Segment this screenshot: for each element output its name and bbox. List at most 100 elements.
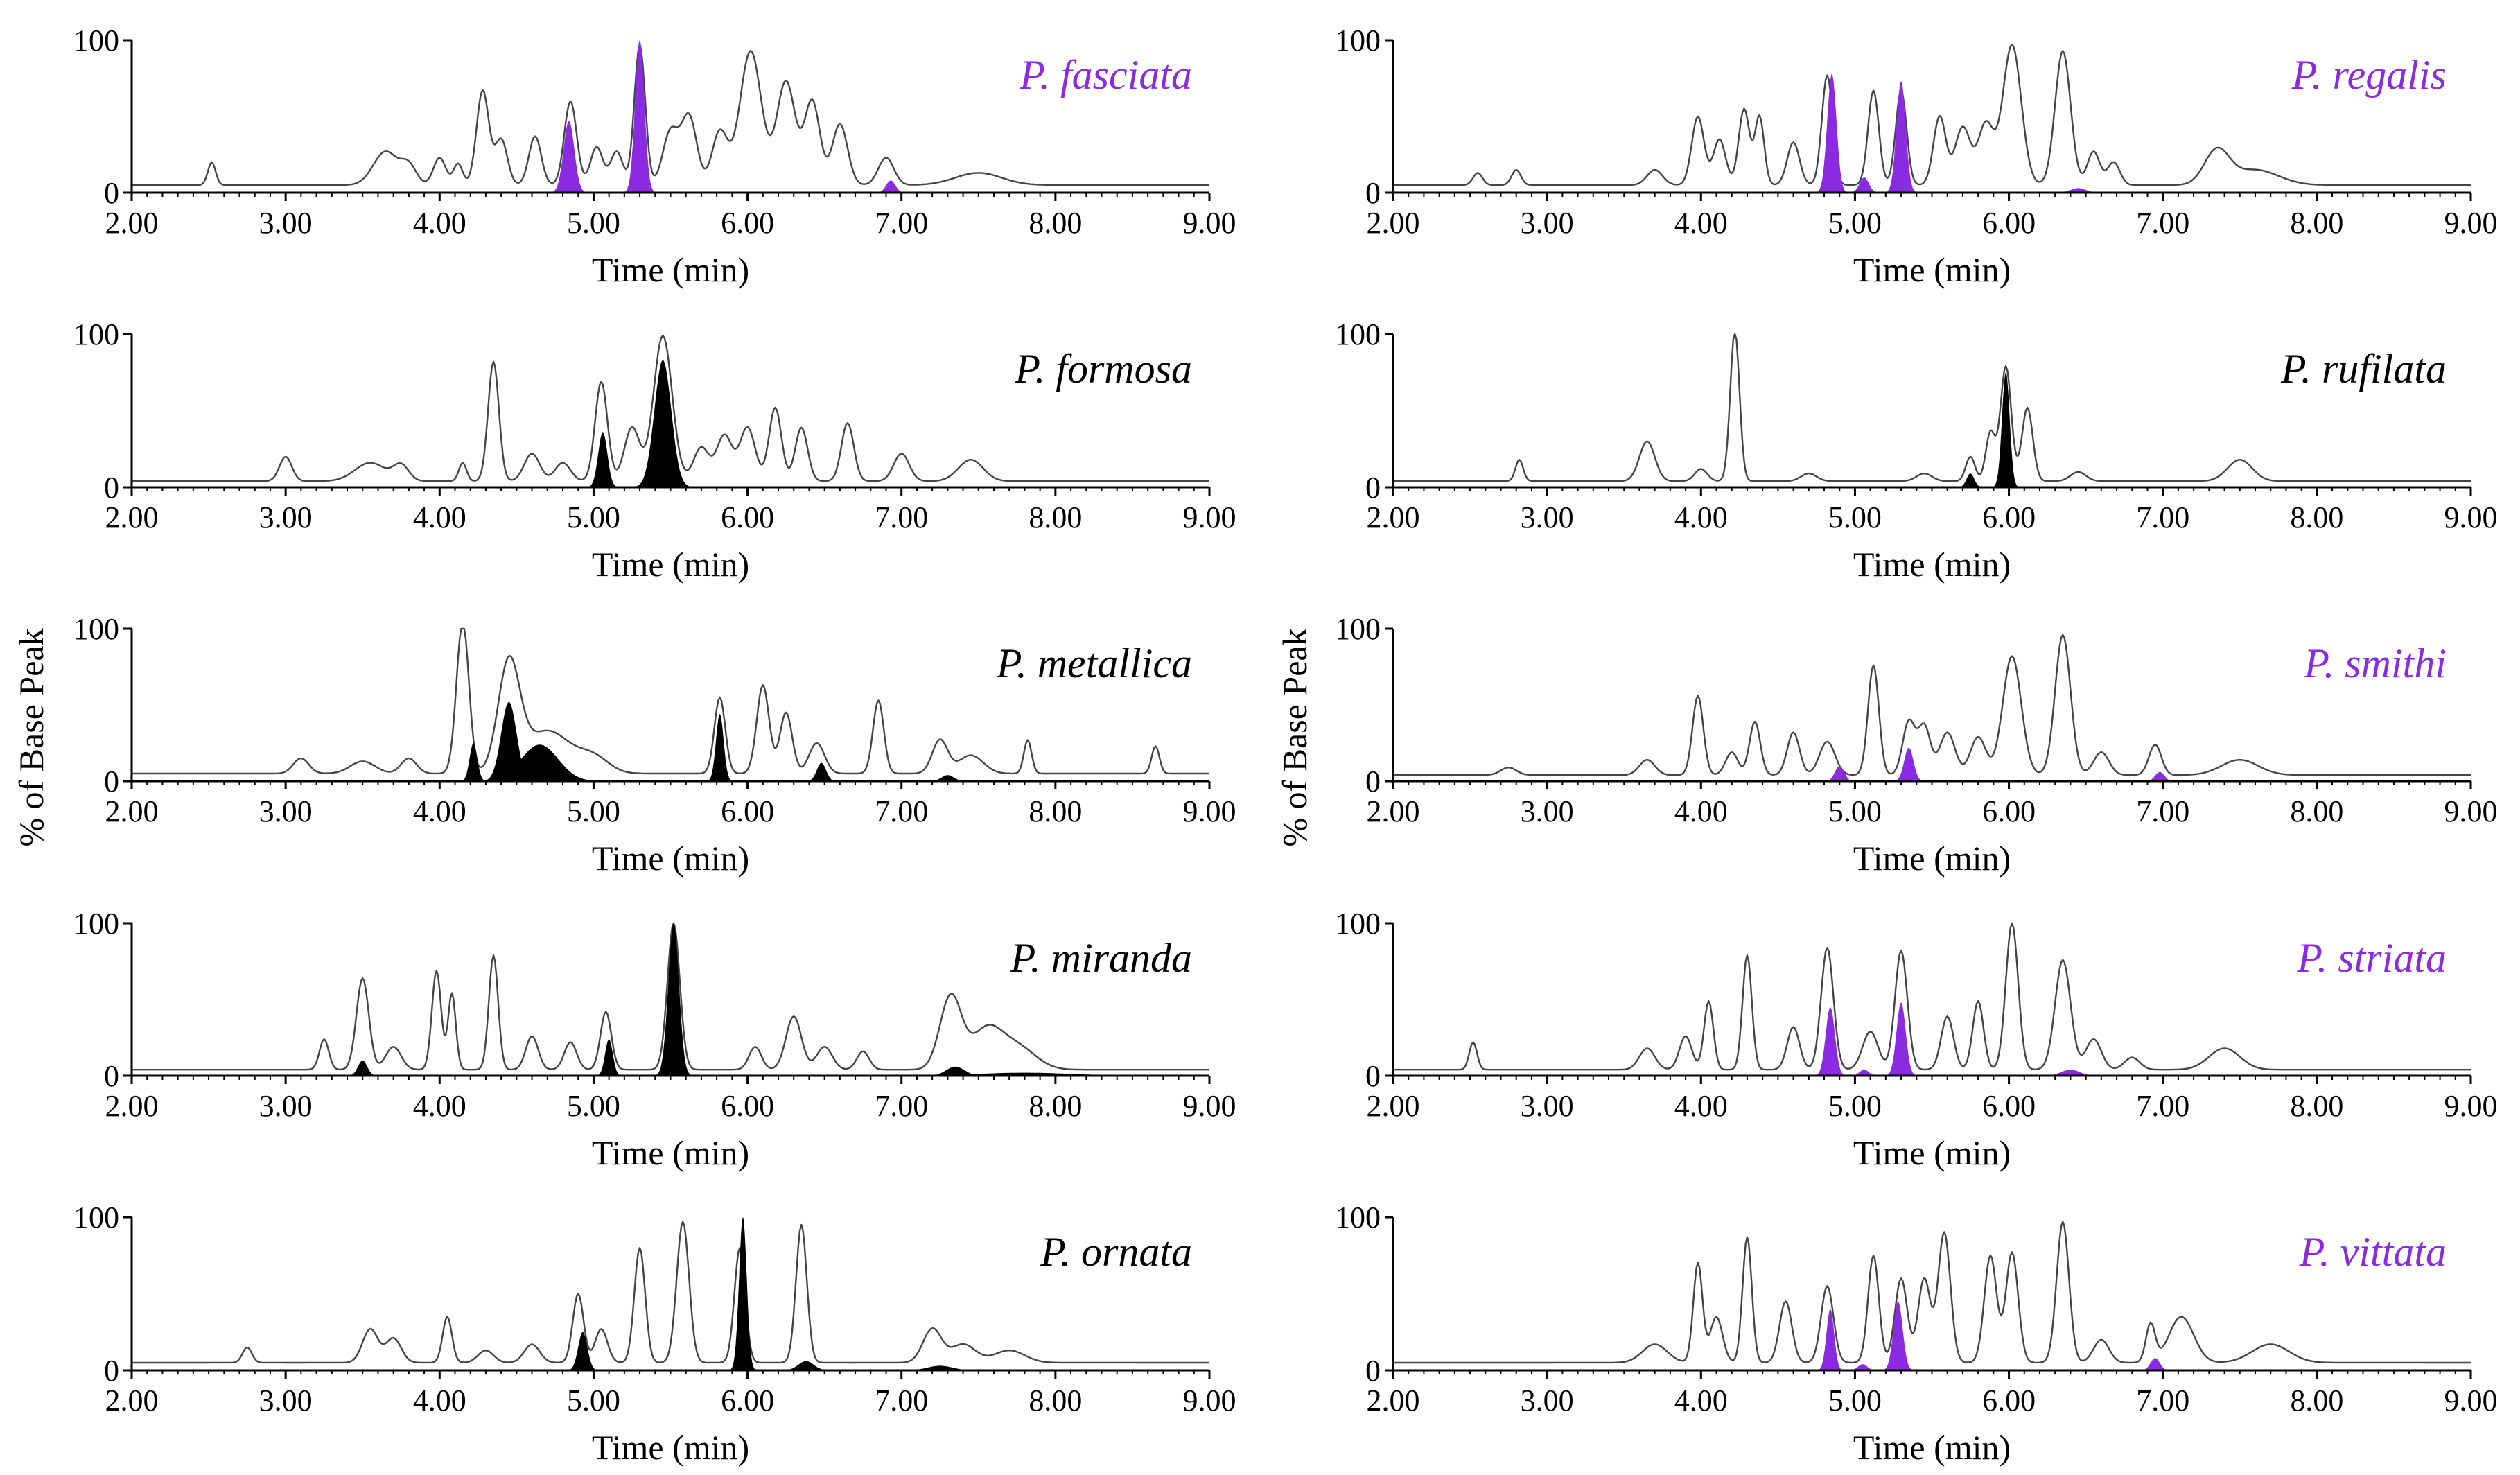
filled-peak-p-smithi-1 bbox=[1821, 766, 1858, 781]
x-tick-label-p-smithi-2.00: 2.00 bbox=[1367, 794, 1420, 828]
x-tick-label-p-smithi-8.00: 8.00 bbox=[2290, 794, 2343, 828]
x-tick-label-p-metallica-5.00: 5.00 bbox=[567, 794, 620, 828]
x-tick-label-p-vittata-6.00: 6.00 bbox=[1982, 1384, 2036, 1417]
x-tick-label-p-miranda-4.00: 4.00 bbox=[413, 1089, 466, 1123]
species-title-p-metallica: P. metallica bbox=[996, 640, 1192, 686]
x-tick-label-p-smithi-4.00: 4.00 bbox=[1674, 794, 1728, 828]
filled-peak-p-ornata-2 bbox=[727, 1217, 759, 1370]
species-title-p-miranda: P. miranda bbox=[1010, 935, 1192, 981]
x-axis-title-p-rufilata: Time (min) bbox=[1853, 545, 2011, 584]
x-tick-label-p-regalis-9.00: 9.00 bbox=[2444, 206, 2498, 240]
filled-peak-p-formosa-2 bbox=[629, 360, 697, 487]
filled-peak-p-fasciata-2 bbox=[621, 40, 658, 193]
y-tick-label-p-metallica-0: 0 bbox=[104, 765, 119, 798]
x-tick-label-p-formosa-5.00: 5.00 bbox=[567, 500, 620, 534]
x-tick-label-p-rufilata-2.00: 2.00 bbox=[1367, 500, 1420, 534]
x-tick-label-p-ornata-2.00: 2.00 bbox=[105, 1384, 159, 1417]
x-tick-label-p-miranda-9.00: 9.00 bbox=[1183, 1089, 1236, 1123]
filled-peak-p-smithi-2 bbox=[1890, 747, 1927, 781]
x-tick-label-p-striata-6.00: 6.00 bbox=[1982, 1089, 2036, 1123]
filled-peak-p-regalis-1 bbox=[1813, 73, 1850, 193]
filled-peak-p-regalis-2 bbox=[1846, 177, 1883, 193]
species-title-p-rufilata: P. rufilata bbox=[2280, 346, 2447, 392]
panel-p-ornata: 0 100 2.00 3.00 4.00 5.00 6.00 7.00 8.00 9.00 Time… bbox=[73, 1201, 1236, 1467]
y-axis-label-right: % of Base Peak bbox=[1275, 628, 1314, 846]
filled-peak-p-metallica-1 bbox=[457, 743, 489, 781]
x-tick-label-p-metallica-6.00: 6.00 bbox=[721, 794, 774, 828]
panel-p-smithi: 0 100 2.00 3.00 4.00 5.00 6.00 7.00 8.00 9.00 Time… bbox=[1335, 612, 2498, 878]
species-title-p-smithi: P. smithi bbox=[2303, 640, 2447, 686]
x-tick-label-p-rufilata-4.00: 4.00 bbox=[1674, 500, 1728, 534]
filled-peak-p-striata-1 bbox=[1812, 1007, 1849, 1076]
filled-peak-p-formosa-1 bbox=[584, 432, 622, 487]
y-tick-label-p-ornata-100: 100 bbox=[73, 1201, 119, 1234]
x-axis-title-p-striata: Time (min) bbox=[1853, 1133, 2011, 1172]
x-tick-label-p-smithi-6.00: 6.00 bbox=[1982, 794, 2036, 828]
x-tick-label-p-miranda-3.00: 3.00 bbox=[259, 1089, 313, 1123]
trace-line-p-vittata bbox=[1393, 1221, 2471, 1364]
y-tick-label-p-ornata-0: 0 bbox=[104, 1354, 119, 1388]
y-tick-label-p-regalis-100: 100 bbox=[1335, 24, 1381, 58]
x-tick-label-p-regalis-7.00: 7.00 bbox=[2136, 206, 2189, 240]
filled-peak-p-smithi-3 bbox=[2141, 771, 2178, 781]
y-tick-label-p-regalis-0: 0 bbox=[1365, 176, 1381, 210]
x-tick-label-p-ornata-7.00: 7.00 bbox=[875, 1384, 928, 1417]
x-tick-label-p-rufilata-9.00: 9.00 bbox=[2444, 500, 2498, 534]
trace-line-p-formosa bbox=[132, 335, 1209, 482]
x-tick-label-p-formosa-9.00: 9.00 bbox=[1183, 500, 1236, 534]
x-tick-label-p-miranda-6.00: 6.00 bbox=[721, 1089, 774, 1123]
x-tick-label-p-miranda-8.00: 8.00 bbox=[1029, 1089, 1082, 1123]
x-tick-label-p-fasciata-8.00: 8.00 bbox=[1029, 206, 1082, 240]
x-tick-label-p-smithi-3.00: 3.00 bbox=[1521, 794, 1574, 828]
x-tick-label-p-regalis-6.00: 6.00 bbox=[1982, 206, 2036, 240]
panel-p-metallica: 0 100 2.00 3.00 4.00 5.00 6.00 7.00 8.00 9.00 Time… bbox=[73, 612, 1236, 878]
y-axis-label-left: % of Base Peak bbox=[12, 628, 51, 846]
filled-peak-p-striata-3 bbox=[1882, 1002, 1920, 1076]
trace-line-p-fasciata bbox=[132, 44, 1209, 186]
y-tick-label-p-vittata-100: 100 bbox=[1335, 1201, 1381, 1234]
species-title-p-vittata: P. vittata bbox=[2299, 1229, 2447, 1275]
filled-peak-p-metallica-5 bbox=[803, 762, 840, 781]
x-tick-label-p-vittata-5.00: 5.00 bbox=[1828, 1384, 1882, 1417]
y-tick-label-p-smithi-0: 0 bbox=[1365, 765, 1381, 798]
x-axis-title-p-vittata: Time (min) bbox=[1853, 1428, 2011, 1467]
panel-p-vittata: 0 100 2.00 3.00 4.00 5.00 6.00 7.00 8.00 9.00 Time… bbox=[1335, 1201, 2498, 1467]
panel-p-striata: 0 100 2.00 3.00 4.00 5.00 6.00 7.00 8.00 9.00 Time… bbox=[1335, 907, 2498, 1172]
x-tick-label-p-metallica-8.00: 8.00 bbox=[1029, 794, 1082, 828]
filled-peak-p-miranda-5 bbox=[839, 1072, 1209, 1076]
filled-peak-p-rufilata-1 bbox=[1954, 473, 1986, 487]
filled-peak-p-striata-2 bbox=[1846, 1070, 1883, 1076]
x-tick-label-p-formosa-6.00: 6.00 bbox=[721, 500, 774, 534]
x-tick-label-p-metallica-4.00: 4.00 bbox=[413, 794, 466, 828]
filled-peak-p-miranda-3 bbox=[651, 923, 695, 1076]
x-tick-label-p-ornata-4.00: 4.00 bbox=[413, 1384, 466, 1417]
x-tick-label-p-vittata-4.00: 4.00 bbox=[1674, 1384, 1728, 1417]
y-tick-label-p-miranda-100: 100 bbox=[73, 907, 119, 941]
x-tick-label-p-ornata-3.00: 3.00 bbox=[259, 1384, 313, 1417]
filled-peak-p-vittata-4 bbox=[2136, 1358, 2174, 1370]
x-tick-label-p-metallica-3.00: 3.00 bbox=[259, 794, 313, 828]
x-tick-label-p-fasciata-4.00: 4.00 bbox=[413, 206, 466, 240]
x-tick-label-p-fasciata-9.00: 9.00 bbox=[1183, 206, 1236, 240]
filled-peak-p-fasciata-3 bbox=[872, 180, 909, 193]
y-tick-label-p-formosa-0: 0 bbox=[104, 471, 119, 505]
filled-peak-p-ornata-4 bbox=[891, 1365, 990, 1370]
x-tick-label-p-vittata-3.00: 3.00 bbox=[1521, 1384, 1574, 1417]
species-title-p-ornata: P. ornata bbox=[1040, 1229, 1192, 1275]
x-tick-label-p-striata-5.00: 5.00 bbox=[1828, 1089, 1882, 1123]
panel-p-rufilata: 0 100 2.00 3.00 4.00 5.00 6.00 7.00 8.00 9.00 Time… bbox=[1335, 317, 2498, 584]
y-tick-label-p-striata-100: 100 bbox=[1335, 907, 1381, 941]
panel-p-miranda: 0 100 2.00 3.00 4.00 5.00 6.00 7.00 8.00 9.00 Time… bbox=[73, 907, 1236, 1172]
x-tick-label-p-metallica-7.00: 7.00 bbox=[875, 794, 928, 828]
x-tick-label-p-ornata-8.00: 8.00 bbox=[1029, 1384, 1082, 1417]
filled-peak-p-regalis-3 bbox=[1882, 81, 1920, 193]
filled-peak-p-metallica-2 bbox=[478, 701, 540, 781]
x-axis-title-p-smithi: Time (min) bbox=[1853, 839, 2011, 878]
x-tick-label-p-striata-3.00: 3.00 bbox=[1521, 1089, 1574, 1123]
x-tick-label-p-fasciata-3.00: 3.00 bbox=[259, 206, 313, 240]
trace-line-p-metallica bbox=[132, 627, 1209, 775]
x-tick-label-p-fasciata-5.00: 5.00 bbox=[567, 206, 620, 240]
x-tick-label-p-formosa-2.00: 2.00 bbox=[105, 500, 159, 534]
x-tick-label-p-metallica-9.00: 9.00 bbox=[1183, 794, 1236, 828]
